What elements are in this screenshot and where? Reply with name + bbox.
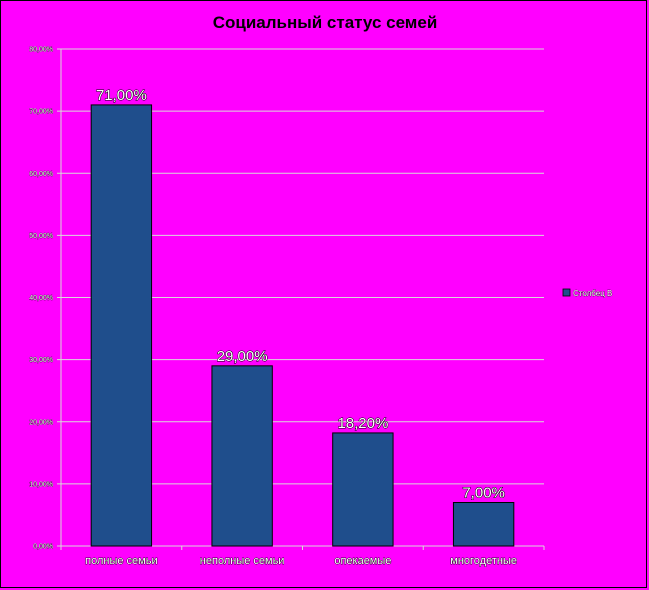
y-tick-label: 60,00% [29,171,53,178]
category-label-2: неполные семьи [200,555,285,567]
data-label-1: 71,00% [96,87,147,104]
legend-swatch [562,288,571,297]
y-tick-label: 20,00% [29,419,53,426]
y-tick-label: 30,00% [29,357,53,364]
data-labels: 71,00% 29,00% 18,20% 7,00% [95,86,505,502]
bar-4 [452,502,515,547]
bar-2 [211,365,273,547]
category-label-3: опекаемые [334,555,391,567]
chart-title: Социальный статус семей [213,13,438,32]
bars [90,104,515,547]
y-tick-label: 40,00% [29,295,53,302]
data-label-3: 18,20% [337,415,388,432]
bar-3 [332,432,394,547]
data-label-4: 7,00% [462,485,505,502]
y-axis-tick-labels: 0,00% 10,00% 20,00% 30,00% 40,00% 50,00% 60,00… [29,46,53,551]
y-tick-label: 10,00% [29,481,53,488]
legend: Столбец B [562,288,613,298]
y-tick-label: 80,00% [29,47,53,54]
y-tick-label: 70,00% [29,109,53,116]
y-tick-label: 50,00% [29,233,53,240]
category-label-4: многодетные [450,555,517,567]
y-tick-label: 0,00% [33,544,53,551]
data-label-2: 29,00% [217,348,268,365]
bar-1 [90,104,153,547]
category-label-1: полные семьи [85,555,157,567]
legend-label: Столбец B [573,289,612,298]
x-axis-category-labels: полные семьи неполные семьи опекаемые много… [85,555,518,568]
